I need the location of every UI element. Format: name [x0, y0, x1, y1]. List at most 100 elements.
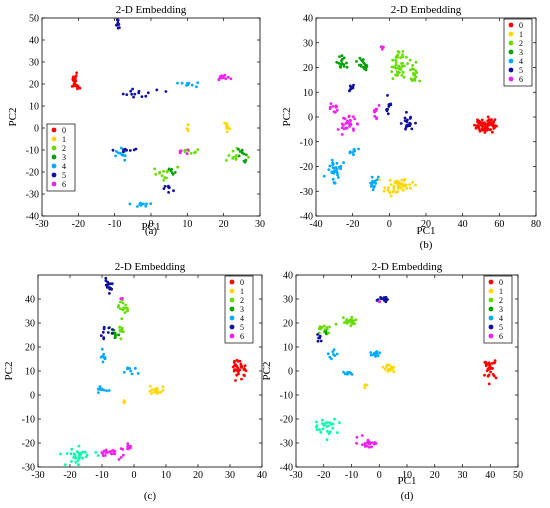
- data-point-0: [484, 360, 488, 364]
- data-point-4: [176, 81, 179, 85]
- legend-marker: [488, 306, 494, 312]
- data-point-2: [353, 322, 356, 326]
- y-tick-label: -20: [300, 162, 313, 173]
- data-point-0: [480, 118, 484, 122]
- data-point-1: [155, 390, 159, 394]
- data-point-4: [97, 391, 100, 394]
- data-point-6: [361, 443, 364, 446]
- y-tick-label: 10: [29, 102, 39, 113]
- data-point-2: [193, 151, 197, 155]
- legend-label: 3: [240, 305, 244, 314]
- data-point-1: [396, 190, 399, 194]
- data-point-3: [237, 147, 240, 151]
- data-point-4: [334, 169, 338, 173]
- data-point-3: [325, 438, 329, 441]
- data-point-2: [418, 79, 422, 83]
- y-tick-label: -30: [300, 187, 313, 198]
- data-point-2: [234, 156, 238, 159]
- data-point-5: [107, 326, 111, 330]
- y-tick-label: -30: [22, 463, 35, 474]
- data-point-4: [331, 350, 335, 354]
- data-point-0: [236, 366, 240, 370]
- data-point-0: [483, 373, 486, 377]
- data-point-6: [343, 117, 347, 121]
- data-point-4: [357, 147, 360, 151]
- data-point-4: [185, 84, 188, 87]
- data-point-1: [403, 178, 407, 181]
- x-tick-label: -10: [345, 470, 358, 481]
- panel-2: 2-D Embedding-30 -20 -10 0 10 20 30 40-30-20-10…: [3, 261, 267, 502]
- legend-box: [483, 275, 513, 344]
- data-point-4: [145, 202, 148, 206]
- data-point-1: [161, 385, 165, 389]
- data-point-6: [372, 109, 376, 112]
- data-point-4: [373, 352, 377, 355]
- data-point-4: [326, 352, 330, 356]
- legend-label: 6: [499, 332, 503, 341]
- data-point-0: [231, 365, 235, 369]
- x-tick-label: 40: [458, 219, 468, 230]
- data-point-3: [64, 463, 67, 466]
- legend-marker: [51, 163, 57, 169]
- data-point-5: [379, 297, 383, 300]
- data-point-0: [487, 363, 491, 367]
- data-point-0: [74, 74, 78, 78]
- data-point-3: [331, 426, 335, 430]
- data-point-6: [104, 448, 108, 452]
- data-point-0: [486, 125, 489, 129]
- data-point-3: [319, 431, 323, 434]
- legend-marker: [508, 40, 514, 46]
- data-point-4: [144, 204, 148, 208]
- data-point-3: [81, 450, 84, 454]
- data-point-2: [400, 73, 404, 77]
- data-point-6: [332, 110, 336, 114]
- data-point-2: [183, 148, 187, 152]
- data-point-0: [235, 373, 239, 377]
- legend-label: 1: [499, 287, 503, 296]
- x-tick-label: -30: [35, 219, 48, 230]
- data-point-5: [144, 94, 148, 98]
- legend-label: 2: [519, 39, 523, 48]
- data-point-5: [162, 187, 166, 191]
- data-point-2: [398, 67, 401, 71]
- data-point-0: [239, 362, 243, 366]
- data-point-2: [401, 50, 405, 53]
- y-tick-label: 30: [29, 58, 39, 69]
- legend-label: 1: [240, 287, 244, 296]
- data-point-3: [72, 455, 76, 459]
- data-point-4: [332, 353, 335, 356]
- legend-marker: [229, 324, 235, 330]
- data-point-2: [119, 337, 123, 341]
- legend-marker: [508, 22, 514, 28]
- data-point-0: [487, 118, 491, 121]
- legend-label: 4: [62, 162, 66, 171]
- data-point-1: [161, 388, 165, 392]
- y-tick-label: 10: [25, 367, 35, 378]
- data-point-1: [400, 178, 404, 182]
- data-point-5: [132, 95, 136, 99]
- data-point-2: [122, 307, 126, 310]
- data-point-4: [100, 388, 104, 392]
- legend-marker: [488, 279, 494, 285]
- data-point-4: [336, 176, 340, 179]
- legend-label: 4: [240, 314, 244, 323]
- data-point-6: [103, 454, 107, 457]
- data-point-0: [73, 77, 77, 80]
- legend-marker: [488, 324, 494, 330]
- data-point-4: [332, 171, 336, 175]
- data-point-3: [167, 167, 171, 171]
- data-point-0: [477, 122, 480, 125]
- data-point-5: [172, 189, 175, 193]
- data-point-3: [242, 152, 246, 156]
- data-point-3: [244, 153, 248, 157]
- data-point-3: [173, 171, 177, 174]
- data-point-6: [335, 108, 339, 112]
- data-point-5: [108, 282, 112, 286]
- data-point-3: [318, 428, 321, 432]
- chart-title: 2-D Embedding: [116, 4, 187, 16]
- data-point-1: [401, 189, 405, 192]
- data-point-1: [377, 178, 381, 182]
- data-point-6: [126, 442, 130, 446]
- data-point-2: [394, 58, 398, 62]
- data-point-0: [487, 382, 491, 386]
